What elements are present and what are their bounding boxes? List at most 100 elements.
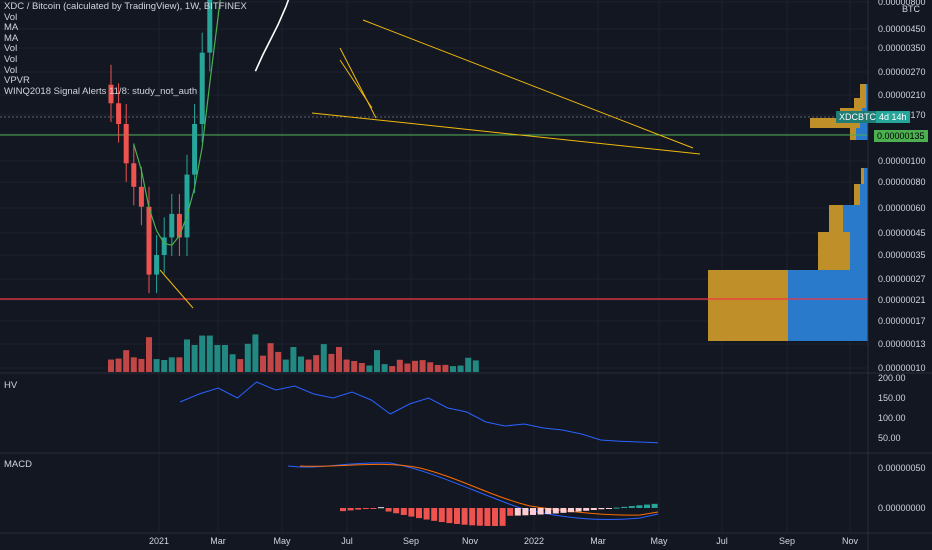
macd-tick-label: 0.00000050 [878, 463, 926, 473]
volume-bar [290, 347, 297, 372]
candle-body [169, 213, 175, 238]
macd-histogram-bar [628, 506, 635, 508]
volume-bar [320, 344, 327, 372]
lower-trendline [311, 112, 701, 155]
volume-bar [138, 358, 145, 372]
price-tick-label: 0.00000021 [878, 295, 926, 305]
volume-bar [389, 366, 396, 372]
candle-body [184, 174, 190, 238]
macd-histogram-bar [340, 508, 346, 512]
macd-histogram-bar [552, 508, 559, 514]
macd-histogram-bar [514, 508, 521, 516]
macd-histogram-bar [385, 508, 392, 512]
volume-bar [457, 365, 464, 372]
countdown-badge: 4d 14h [876, 111, 910, 123]
macd-histogram-bar [537, 508, 544, 515]
time-tick-label: 2022 [523, 536, 545, 546]
volume-bar [366, 365, 373, 372]
moving-averages [133, 0, 290, 246]
vpvr-down-bar [818, 232, 850, 270]
macd-histogram-bar [446, 508, 453, 524]
volume-bar [419, 360, 426, 372]
volume-bar [108, 359, 114, 372]
price-tick-label: 0.00000035 [878, 250, 926, 260]
trendlines [159, 19, 701, 309]
vpvr-up-bar [864, 168, 868, 184]
vpvr-up-bar [866, 84, 868, 98]
candle-body [161, 237, 167, 256]
macd-histogram-bar [408, 508, 415, 517]
volume-bar [381, 364, 388, 372]
legend-line: Vol [4, 43, 18, 55]
macd-histogram-bar [469, 508, 476, 526]
volume-bar [282, 359, 289, 372]
vpvr-down-bar [829, 205, 843, 232]
macd-histogram-bar [461, 508, 468, 525]
time-tick-label: May [273, 536, 291, 546]
macd-histogram-bar [378, 507, 384, 509]
ma-fast-line [133, 0, 221, 246]
hv-series-line [179, 381, 659, 444]
macd-histogram-bar [590, 508, 597, 511]
volume-bar [146, 337, 152, 372]
candle-body [192, 124, 198, 175]
candle-body [176, 213, 182, 238]
price-badge: 0.00000135 [874, 130, 928, 142]
macd-histogram-bar [613, 507, 620, 509]
price-tick-label: 0.00000450 [878, 24, 926, 34]
macd-histogram-bar [347, 508, 354, 511]
time-tick-label: Mar [210, 536, 226, 546]
volume-bar [298, 356, 304, 372]
volume-bar [244, 343, 251, 372]
macd-histogram-bar [575, 508, 582, 512]
volume-bar [404, 363, 411, 372]
vpvr-up-bar [843, 205, 868, 232]
vpvr-down-bar [854, 98, 866, 108]
vpvr-up-bar [850, 232, 868, 270]
upper-trendline [362, 19, 694, 149]
candle-body [199, 52, 205, 124]
time-tick-label: Jul [341, 536, 353, 546]
vpvr-up-bar [860, 184, 868, 205]
macd-histogram-bar [492, 508, 498, 526]
legend-line: WINQ2018 Signal Alerts 11/8: study_not_a… [4, 85, 198, 97]
legend-line: Vol [4, 53, 18, 65]
vpvr-down-bar [810, 118, 860, 128]
time-tick-label: Nov [841, 536, 859, 546]
volume-bar [313, 355, 320, 372]
macd-histogram-bar [484, 508, 491, 526]
symbol-badge: XDCBTC [836, 111, 880, 123]
candle-body [108, 84, 114, 104]
legend-line: Vol [4, 64, 18, 76]
time-tick-label: May [650, 536, 668, 546]
candle-body [123, 124, 129, 164]
volume-bar [267, 343, 274, 372]
hv-tick-label: 150.00 [878, 393, 906, 403]
macd-histogram-bar [545, 508, 552, 515]
price-tick-label: 0.00000270 [878, 67, 926, 77]
volume-bar [343, 359, 350, 372]
time-tick-label: 2021 [148, 536, 170, 546]
macd-histogram-bar [499, 508, 506, 526]
volume-bar [396, 359, 403, 372]
candle-body [146, 206, 152, 275]
macd-histogram-bar [522, 508, 529, 516]
macd-pane [287, 462, 659, 526]
macd-histogram-bar [370, 508, 377, 509]
macd-histogram-bar [355, 508, 362, 510]
volume-bar [442, 364, 449, 372]
macd-histogram-bar [393, 508, 400, 514]
candle-body [116, 103, 122, 124]
price-tick-label: 0.00000010 [878, 363, 926, 373]
volume-bar [191, 344, 198, 372]
candle-body [138, 186, 144, 207]
volume-bar [465, 357, 472, 372]
vpvr-profile [708, 84, 868, 341]
macd-histogram-bar [636, 505, 643, 508]
vpvr-down-bar [850, 128, 856, 140]
volume-bar [222, 344, 228, 372]
price-tick-label: 0.00000027 [878, 274, 926, 284]
hv-tick-label: 100.00 [878, 413, 906, 423]
volume-bar [358, 362, 365, 372]
